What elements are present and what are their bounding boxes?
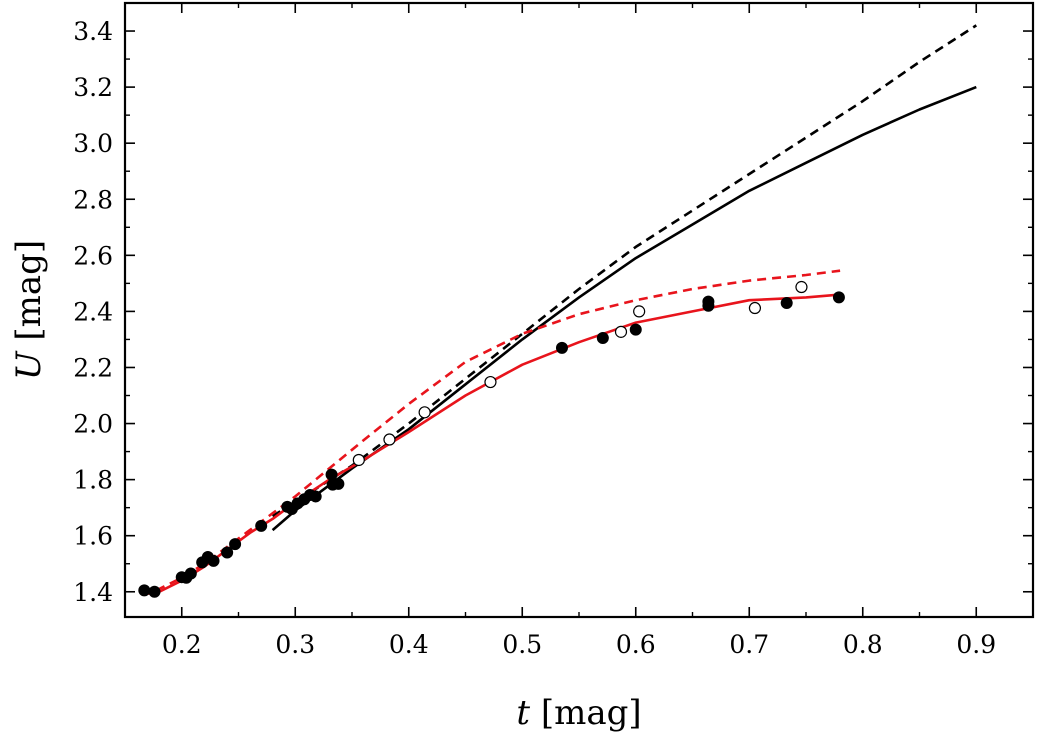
x-tick-label: 0.3 [275,630,315,659]
y-tick-label: 3.0 [73,129,113,158]
open-data-point [383,433,396,446]
black-solid-curve [271,85,977,532]
y-tick-label: 3.2 [73,73,113,102]
x-tick-label: 0.5 [502,630,542,659]
x-tick-label: 0.4 [389,630,429,659]
x-axis-unit: [mag] [530,693,642,733]
filled-data-point [148,585,161,598]
black-dashed-curve [271,24,978,518]
filled-data-point [702,299,715,312]
x-tick-label: 0.6 [616,630,656,659]
filled-data-point [138,584,151,597]
x-axis-label: t [mag] [516,693,641,733]
y-tick-label: 1.6 [73,522,113,551]
y-axis-label: U [mag] [9,240,49,380]
x-tick-label: 0.9 [956,630,996,659]
open-data-point [633,305,646,318]
open-data-point [418,406,431,419]
x-axis-variable: t [516,693,530,733]
filled-data-point [629,323,642,336]
y-tick-label: 3.4 [73,17,113,46]
ticks-layer [124,3,1034,617]
filled-data-point [555,341,568,354]
y-tick-label: 1.4 [73,578,113,607]
filled-data-point [221,546,234,559]
y-tick-label: 1.8 [73,466,113,495]
y-tick-label: 2.8 [73,185,113,214]
open-data-point [614,325,628,338]
filled-data-point [229,538,242,551]
curves-layer [141,24,978,596]
filled-data-point [207,554,220,567]
x-tick-label: 0.8 [843,630,883,659]
filled-data-point [309,490,322,503]
red-solid-curve [141,293,841,596]
filled-data-point [325,468,338,481]
red-dashed-curve [141,269,841,596]
y-axis-variable: U [9,350,49,380]
y-tick-label: 2.4 [73,297,113,326]
open-data-point [748,301,762,315]
y-tick-label: 2.0 [73,410,113,439]
y-axis-unit: [mag] [9,240,49,352]
filled-data-point [184,567,197,580]
tick-labels-layer: 0.2 0.3 0.4 0.5 0.6 0.7 0.8 0.9 1.4 1.6 1.8 2.0 2.2 2… [73,17,996,659]
y-tick-label: 2.6 [73,241,113,270]
filled-data-point [255,519,268,532]
open-data-point [352,453,365,467]
y-tick-label: 2.2 [73,353,113,382]
x-tick-label: 0.2 [162,630,202,659]
open-data-point [484,375,497,389]
points-layer [138,280,845,598]
filled-data-point [332,477,345,490]
x-tick-label: 0.7 [729,630,769,659]
filled-data-point [832,291,845,304]
filled-data-point [596,332,609,345]
open-data-point [795,280,808,294]
filled-data-point [780,296,793,309]
